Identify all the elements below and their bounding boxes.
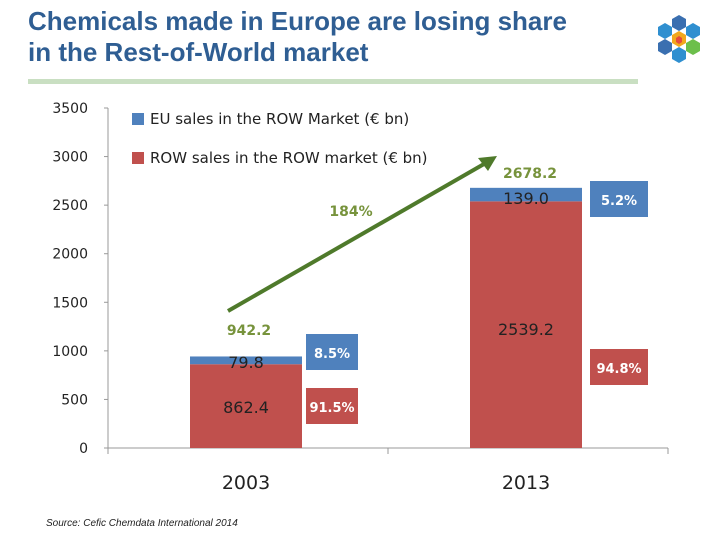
x-tick-label: 2003 [222,472,270,494]
data-label-row: 862.4 [223,398,269,417]
bar-row-2003 [190,364,302,448]
cefic-logo-icon [658,15,700,63]
y-axis: 0 500 1000 1500 2000 2500 3000 3500 [52,101,109,457]
growth-arrow-head [478,156,497,171]
legend-row-label: ROW sales in the ROW market (€ bn) [150,149,428,167]
share-box-row-2013-label: 94.8% [596,362,641,377]
y-tick-label: 1000 [52,344,88,360]
legend-eu-swatch [132,113,144,125]
bar-row-2013 [470,201,582,448]
bar-eu-2003 [190,356,302,365]
annotations: 184% 942.2 2678.2 [227,156,557,339]
y-tick-label: 2000 [52,247,88,263]
growth-arrow-line [227,162,485,313]
total-label-2003: 942.2 [227,323,271,339]
title-line-2: in the Rest-of-World market [28,37,369,67]
growth-label: 184% [329,204,372,220]
title-underline [28,79,638,84]
source-note: Source: Cefic Chemdata International 201… [46,518,238,529]
share-box-row-2013 [590,349,648,385]
legend: EU sales in the ROW Market (€ bn) ROW sal… [132,110,428,167]
share-box-eu-2013-label: 5.2% [601,194,637,209]
y-tick-label: 1500 [52,295,88,311]
legend-eu-label: EU sales in the ROW Market (€ bn) [150,110,409,128]
slide-title: Chemicals made in Europe are losing shar… [28,6,668,68]
x-tick-label: 2013 [502,472,550,494]
title-line-1: Chemicals made in Europe are losing shar… [28,6,567,36]
data-label-eu: 139.0 [503,189,549,208]
y-tick-label: 500 [61,392,88,408]
share-box-eu-2003 [306,334,358,370]
share-box-row-2003-label: 91.5% [309,401,354,416]
y-tick-label: 2500 [52,198,88,214]
bars: 862.4 79.8 2539.2 139.0 8.5% 91.5% 5.2% 94.8% [190,181,648,448]
x-axis: 2003 2013 [107,447,669,494]
y-tick-label: 3500 [52,101,88,117]
data-label-row: 2539.2 [498,320,554,339]
total-label-2013: 2678.2 [503,166,557,182]
data-label-eu: 79.8 [228,353,264,372]
share-box-eu-2013 [590,181,648,217]
y-tick-label: 0 [79,441,88,457]
bar-eu-2013 [470,187,582,202]
legend-row-swatch [132,152,144,164]
y-tick-label: 3000 [52,150,88,166]
share-box-row-2003 [306,388,358,424]
share-box-eu-2003-label: 8.5% [314,347,350,362]
